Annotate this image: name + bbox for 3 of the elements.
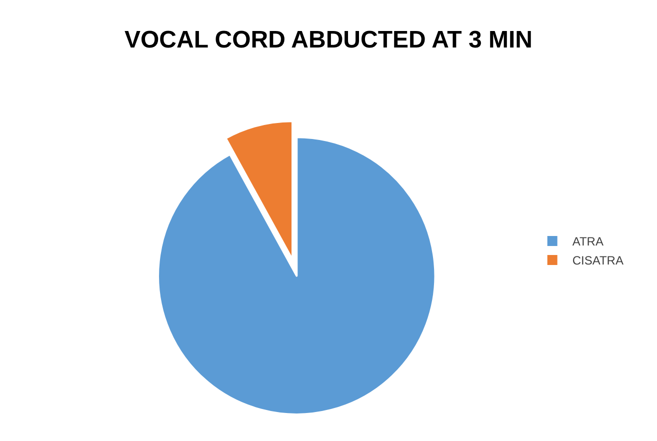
legend-label: ATRA <box>572 234 604 249</box>
legend-label: CISATRA <box>572 254 624 268</box>
chart-title: VOCAL CORD ABDUCTED AT 3 MIN <box>124 26 532 54</box>
